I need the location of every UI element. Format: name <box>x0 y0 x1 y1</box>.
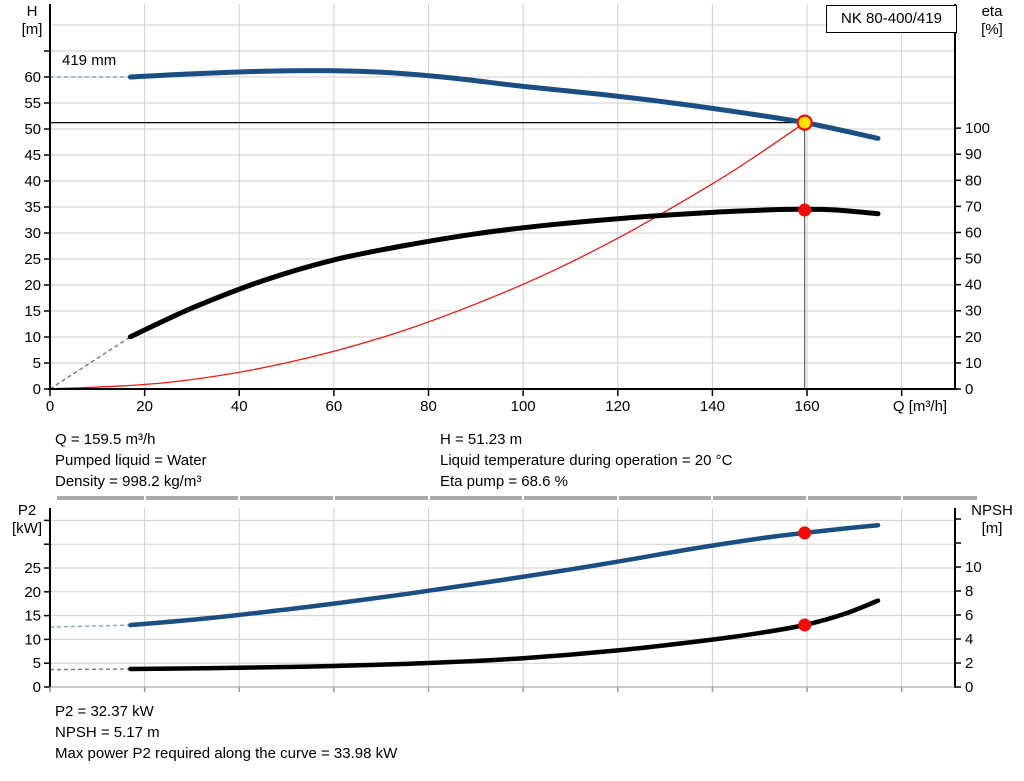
result-info: P2 = 32.37 kW NPSH = 5.17 m Max power P2… <box>55 701 397 764</box>
right-tick-label: 100 <box>965 120 990 137</box>
right-tick-label: 90 <box>965 146 982 163</box>
p2-axis-label: P2 [kW] <box>12 502 42 537</box>
duty-info-left: Q = 159.5 m³/h Pumped liquid = Water Den… <box>55 429 207 492</box>
x-tick-label: 0 <box>46 398 54 415</box>
right-tick-label: 60 <box>965 224 982 241</box>
x-tick-label: 20 <box>136 398 153 415</box>
impeller-diameter-label: 419 mm <box>62 52 117 69</box>
operating-point-marker <box>798 526 812 540</box>
left-tick-label: 60 <box>24 69 41 86</box>
divider-notch <box>143 496 146 500</box>
p2-curve-dashed-extension <box>49 624 131 628</box>
duty-temperature: Liquid temperature during operation = 20… <box>440 452 733 469</box>
system-curve <box>49 121 806 390</box>
npsh-curve <box>128 598 881 672</box>
x-tick-label: 100 <box>511 398 536 415</box>
left-tick-label: 20 <box>24 277 41 294</box>
efficiency-curve <box>127 206 881 340</box>
x-tick-label: 140 <box>700 398 725 415</box>
npsh-curve-dashed-extension <box>49 668 131 671</box>
left-tick-label: 45 <box>24 147 41 164</box>
x-axis-title: Q [m³/h] <box>893 398 947 415</box>
result-max-power: Max power P2 required along the curve = … <box>55 745 398 762</box>
duty-info-right: H = 51.23 m Liquid temperature during op… <box>440 429 732 492</box>
chart-divider <box>57 496 977 500</box>
right-tick-label: 50 <box>965 251 982 268</box>
result-p2: P2 = 32.37 kW <box>55 703 154 720</box>
x-tick-label: 80 <box>420 398 437 415</box>
x-tick-label: 160 <box>795 398 820 415</box>
right-tick-label: 70 <box>965 198 982 215</box>
divider-notch <box>900 496 903 500</box>
npsh-axis-label: NPSH [m] <box>971 502 1013 537</box>
efficiency-point-marker <box>798 203 812 217</box>
right-tick-label: 20 <box>965 329 982 346</box>
divider-notch <box>806 496 809 500</box>
h-axis-label: H [m] <box>21 3 43 38</box>
p2-curve <box>128 522 881 628</box>
right-tick-label: 0 <box>965 381 973 398</box>
left-tick-label: 25 <box>24 251 41 268</box>
right-tick-label: 40 <box>965 277 982 294</box>
right-tick-label: 30 <box>965 303 982 320</box>
duty-density: Density = 998.2 kg/m³ <box>55 473 202 490</box>
left-tick-label: 15 <box>24 608 41 625</box>
left-tick-label: 25 <box>24 560 41 577</box>
left-tick-label: 10 <box>24 631 41 648</box>
left-tick-label: 40 <box>24 173 41 190</box>
right-tick-label: 6 <box>965 607 973 624</box>
divider-notch <box>522 496 525 500</box>
operating-point-marker <box>798 618 812 632</box>
result-npsh: NPSH = 5.17 m <box>55 724 160 741</box>
left-tick-label: 0 <box>33 679 41 696</box>
duty-eta: Eta pump = 68.6 % <box>440 473 568 490</box>
left-tick-label: 0 <box>33 381 41 398</box>
left-tick-label: 20 <box>24 584 41 601</box>
x-tick-label: 120 <box>605 398 630 415</box>
right-tick-label: 8 <box>965 583 973 600</box>
right-tick-label: 80 <box>965 172 982 189</box>
divider-notch <box>711 496 714 500</box>
left-tick-label: 5 <box>33 355 41 372</box>
duty-liquid: Pumped liquid = Water <box>55 452 207 469</box>
right-tick-label: 2 <box>965 655 973 672</box>
duty-h: H = 51.23 m <box>440 431 523 448</box>
left-tick-label: 15 <box>24 303 41 320</box>
left-tick-label: 30 <box>24 225 41 242</box>
left-tick-label: 10 <box>24 329 41 346</box>
divider-notch <box>332 496 335 500</box>
left-tick-label: 35 <box>24 199 41 216</box>
eta-axis-label: eta [%] <box>981 3 1003 38</box>
x-tick-label: 60 <box>326 398 343 415</box>
divider-notch <box>238 496 241 500</box>
divider-notch <box>616 496 619 500</box>
right-tick-label: 10 <box>965 559 982 576</box>
left-tick-label: 5 <box>33 655 41 672</box>
right-tick-label: 4 <box>965 631 973 648</box>
duty-q: Q = 159.5 m³/h <box>55 431 156 448</box>
pump-model-badge: NK 80-400/419 <box>826 5 957 33</box>
efficiency-curve-dashed-extension <box>49 336 131 390</box>
head-curve <box>127 68 881 141</box>
left-tick-label: 55 <box>24 95 41 112</box>
duty-point-marker <box>796 114 813 131</box>
right-tick-label: 10 <box>965 355 982 372</box>
x-tick-label: 40 <box>231 398 248 415</box>
left-tick-label: 50 <box>24 121 41 138</box>
right-tick-label: 0 <box>965 679 973 696</box>
divider-notch <box>427 496 430 500</box>
